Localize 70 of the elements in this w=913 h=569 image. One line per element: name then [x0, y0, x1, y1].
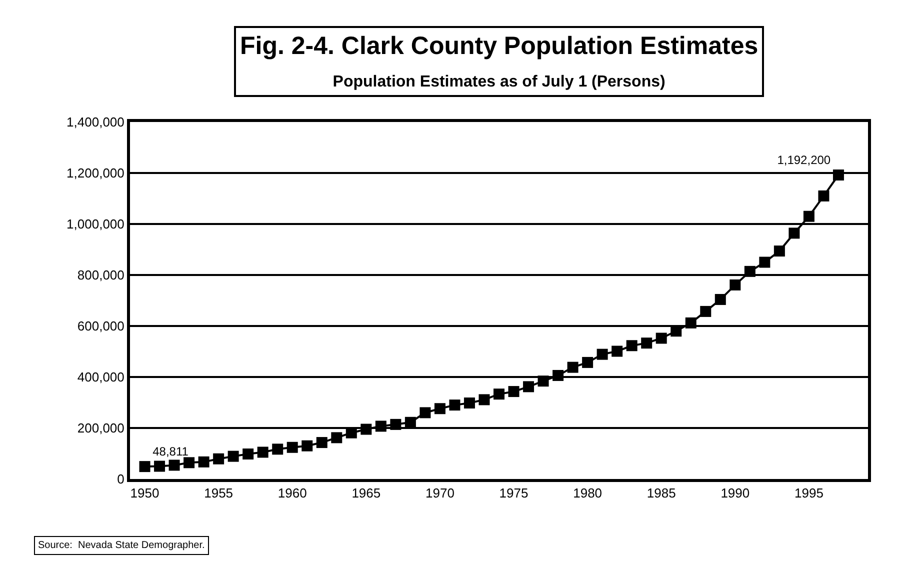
- y-tick-label: 800,000: [77, 268, 124, 283]
- y-tick-label: 200,000: [77, 420, 124, 436]
- point: [257, 446, 268, 458]
- x-tick-label: 1950: [130, 486, 160, 501]
- point: [272, 444, 284, 455]
- x-tick-label: 1985: [646, 486, 676, 501]
- point: [139, 461, 150, 472]
- y-tick-label: 1,200,000: [66, 166, 124, 181]
- point: [744, 266, 756, 277]
- data-label: 48,811: [152, 444, 189, 459]
- point: [832, 169, 844, 180]
- point: [612, 346, 623, 357]
- point: [302, 440, 313, 452]
- point: [656, 332, 667, 344]
- x-tick-label: 1995: [794, 486, 824, 501]
- point: [375, 420, 386, 432]
- point: [434, 403, 446, 414]
- point: [478, 394, 490, 406]
- point: [596, 348, 608, 360]
- point: [626, 340, 638, 352]
- point: [494, 388, 504, 400]
- x-tick-label: 1970: [426, 486, 454, 501]
- point: [228, 450, 239, 462]
- point: [774, 246, 785, 257]
- chart-title: Fig. 2-4. Clark County Population Estimates: [240, 32, 758, 60]
- point: [523, 381, 534, 392]
- point: [464, 398, 475, 409]
- point: [788, 228, 800, 239]
- data-label: 1,192,200: [777, 153, 831, 168]
- point: [508, 386, 520, 398]
- point: [538, 376, 549, 387]
- y-tick-label: 1,000,000: [66, 216, 124, 232]
- x-tick-label: 1965: [352, 486, 381, 501]
- y-tick-label: 400,000: [77, 370, 124, 385]
- point: [331, 432, 342, 444]
- point: [670, 326, 682, 337]
- point: [242, 448, 254, 460]
- point: [700, 306, 712, 317]
- y-tick-label: 600,000: [77, 318, 124, 334]
- point: [154, 460, 166, 472]
- point: [685, 317, 696, 328]
- point: [420, 407, 431, 418]
- source-note: Source: Nevada State Demographer.: [38, 540, 205, 551]
- point: [552, 370, 564, 381]
- point: [714, 294, 726, 305]
- point: [449, 400, 460, 411]
- x-tick-label: 1975: [499, 486, 528, 501]
- point: [360, 424, 372, 435]
- point: [567, 362, 578, 373]
- y-tick-label: 0: [117, 472, 124, 487]
- point: [390, 418, 402, 430]
- point: [582, 356, 594, 368]
- point: [641, 338, 652, 349]
- point: [404, 416, 416, 428]
- point: [286, 442, 298, 453]
- point: [818, 190, 830, 202]
- point: [803, 210, 814, 222]
- x-tick-label: 1990: [720, 486, 750, 501]
- point: [168, 460, 180, 471]
- y-tick-label: 1,400,000: [66, 114, 124, 130]
- point: [213, 453, 224, 464]
- x-tick-label: 1980: [573, 486, 602, 501]
- point: [730, 279, 741, 290]
- point: [184, 457, 195, 468]
- point: [759, 256, 770, 268]
- x-tick-label: 1955: [204, 486, 234, 501]
- point: [198, 456, 210, 468]
- chart-subtitle: Population Estimates as of July 1 (Persons): [332, 74, 666, 90]
- x-tick-label: 1960: [278, 486, 307, 501]
- point: [316, 437, 328, 448]
